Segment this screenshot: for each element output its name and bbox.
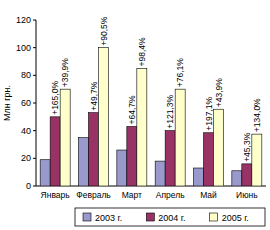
bar bbox=[165, 131, 175, 186]
legend-label: 2004 г. bbox=[158, 213, 185, 223]
annotation: +121,3% bbox=[165, 94, 175, 128]
bar bbox=[137, 68, 147, 186]
bar bbox=[99, 48, 109, 186]
annotation: +64,7% bbox=[127, 95, 137, 125]
y-axis bbox=[36, 20, 37, 186]
bar bbox=[242, 164, 252, 186]
x-tick-label: Апрель bbox=[156, 190, 185, 200]
bar bbox=[175, 89, 185, 186]
bar bbox=[40, 160, 50, 186]
chart-container: Млн грн. 0 20 40 60 80 100 120 +165,0%+39,9% +49,… bbox=[0, 0, 270, 230]
annotation: +90,5% bbox=[99, 16, 109, 46]
bar bbox=[252, 134, 262, 186]
annotation: +98,4% bbox=[137, 37, 147, 67]
bar bbox=[214, 109, 224, 186]
annotation: +39,9% bbox=[60, 58, 70, 88]
x-tick-label: Январь bbox=[41, 190, 71, 200]
bar bbox=[194, 168, 204, 186]
legend-swatch bbox=[210, 213, 218, 221]
legend-box bbox=[75, 208, 265, 226]
annotation: +43,9% bbox=[214, 78, 224, 108]
annotation: +49,7% bbox=[89, 81, 99, 111]
legend-swatch bbox=[146, 213, 154, 221]
legend-label: 2003 г. bbox=[95, 213, 122, 223]
bar bbox=[232, 171, 242, 186]
y-axis-label: Млн грн. bbox=[2, 85, 12, 121]
bar bbox=[79, 138, 89, 186]
y-tick-label: 120 bbox=[16, 15, 31, 25]
legend: 2003 г. 2004 г. 2005 г. bbox=[75, 208, 265, 226]
y-tick-label: 20 bbox=[21, 153, 31, 163]
x-tick-label: Май bbox=[200, 190, 217, 200]
bar bbox=[127, 127, 137, 186]
y-tick-label: 60 bbox=[21, 98, 31, 108]
legend-swatch bbox=[83, 213, 91, 221]
annotation: +197,1% bbox=[204, 97, 214, 131]
bar bbox=[155, 161, 165, 186]
y-tick-label: 0 bbox=[26, 181, 31, 191]
bar bbox=[204, 133, 214, 186]
annotations: +165,0%+39,9% +49,7% +90,5% +64,7% +98,4% +12… bbox=[50, 16, 262, 162]
x-axis bbox=[36, 186, 266, 187]
y-tick-label: 80 bbox=[21, 70, 31, 80]
bars bbox=[40, 48, 262, 186]
x-tick-label: Март bbox=[122, 190, 142, 200]
annotation: +76,1% bbox=[175, 58, 185, 88]
legend-label: 2005 г. bbox=[222, 213, 249, 223]
bar bbox=[50, 117, 60, 186]
y-tick-label: 40 bbox=[21, 126, 31, 136]
annotation: +45,3% bbox=[242, 132, 252, 162]
x-tick-label: Февраль bbox=[76, 190, 111, 200]
annotation: +134,0% bbox=[252, 98, 262, 132]
chart: Млн грн. 0 20 40 60 80 100 120 +165,0%+39,9% +49,… bbox=[0, 0, 270, 230]
annotation: +165,0% bbox=[50, 81, 60, 115]
y-tick-label: 100 bbox=[16, 43, 31, 53]
bar bbox=[60, 89, 70, 186]
bar bbox=[117, 150, 127, 186]
x-tick-label: Июнь bbox=[236, 190, 258, 200]
bar bbox=[89, 113, 99, 186]
